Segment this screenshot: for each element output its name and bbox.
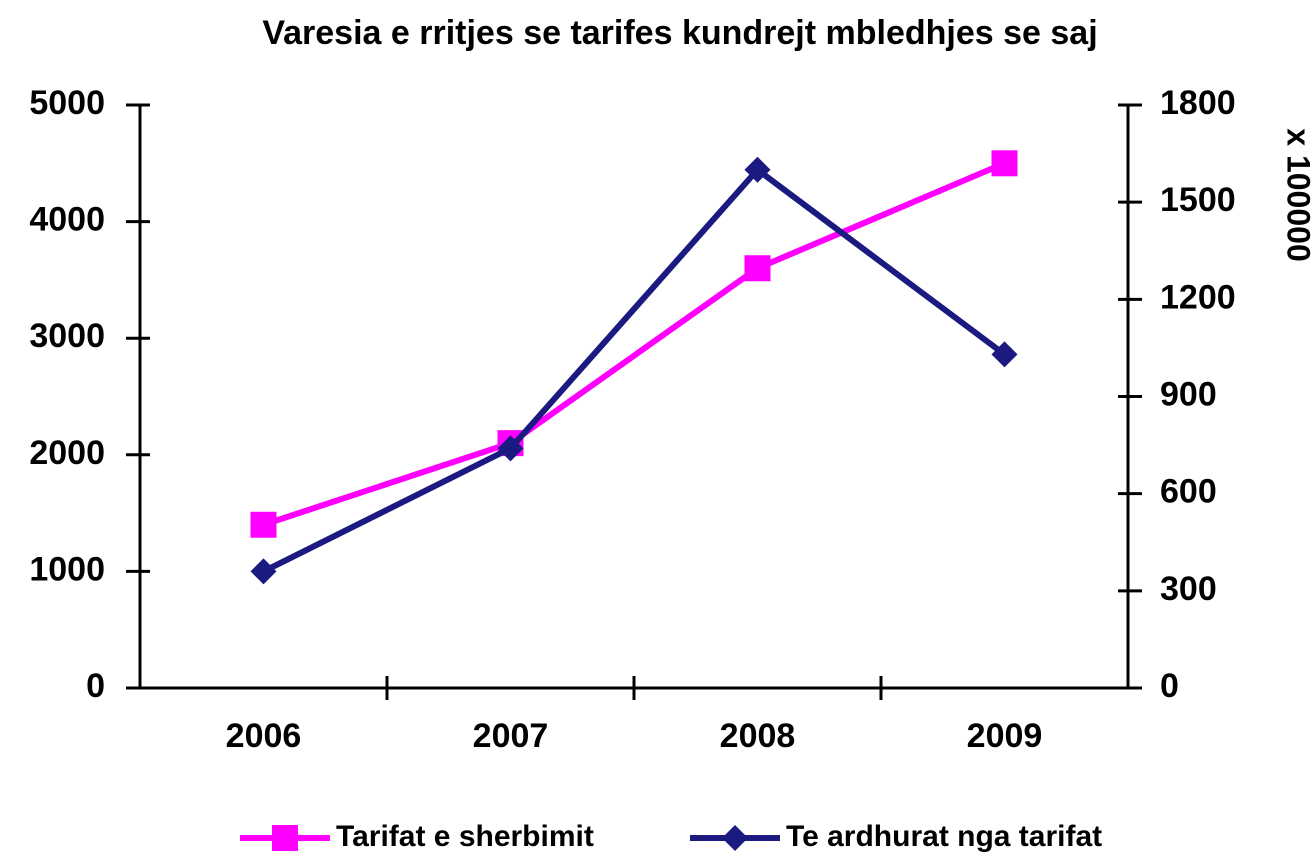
marker (497, 435, 524, 462)
y-tick-label: 1000 (29, 550, 105, 588)
x-tick-label: 2009 (967, 717, 1043, 755)
y2-tick-label: 300 (1160, 570, 1217, 608)
marker (272, 825, 298, 851)
line (262, 165, 1007, 575)
y2-axis-label: x 100000 (1281, 128, 1315, 261)
chart-title: Varesia e rritjes se tarifes kundrejt mb… (262, 14, 1097, 52)
x-tick-label: 2007 (473, 717, 549, 755)
legend-label: Te ardhurat nga tarifat (786, 820, 1102, 853)
marker (744, 255, 771, 282)
marker (250, 558, 277, 585)
y-tick-label: 2000 (29, 434, 105, 472)
x-tick-label: 2006 (226, 717, 302, 755)
x-tick-label: 2008 (720, 717, 796, 755)
y2-tick-label: 1500 (1160, 181, 1236, 219)
y-tick-label: 0 (86, 667, 105, 705)
marker (250, 511, 277, 538)
marker (991, 341, 1018, 368)
y-tick-label: 3000 (29, 317, 105, 355)
marker (744, 156, 771, 183)
y-tick-label: 5000 (29, 84, 105, 122)
y2-tick-label: 600 (1160, 473, 1217, 511)
y2-tick-label: 1800 (1160, 84, 1236, 122)
marker (991, 150, 1018, 177)
marker (722, 825, 748, 851)
y2-tick-label: 0 (1160, 667, 1179, 705)
legend-label: Tarifat e sherbimit (336, 820, 594, 853)
y-tick-label: 4000 (29, 201, 105, 239)
y2-tick-label: 1200 (1160, 278, 1236, 316)
line (262, 160, 1006, 528)
y2-tick-label: 900 (1160, 375, 1217, 413)
